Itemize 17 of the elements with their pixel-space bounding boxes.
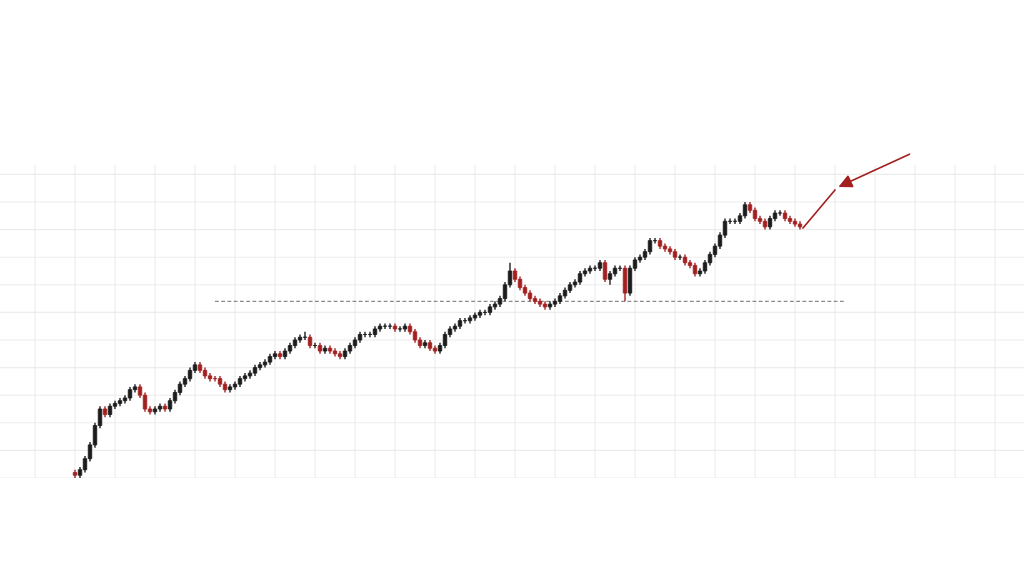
candlestick [402,322,408,333]
candlestick [332,347,338,358]
candlestick [662,242,668,253]
candlestick [232,380,238,391]
candlestick [152,405,158,416]
candlestick [377,322,383,333]
candlestick [777,209,783,217]
candlestick [157,402,163,413]
candlestick [392,322,398,333]
candlestick [452,322,458,333]
candlestick [297,333,303,344]
candlestick [397,325,403,333]
candlestick [162,402,168,413]
candlestick [262,358,268,369]
candlestick [587,264,593,275]
candlestick [472,311,478,322]
candlestick [602,259,608,283]
